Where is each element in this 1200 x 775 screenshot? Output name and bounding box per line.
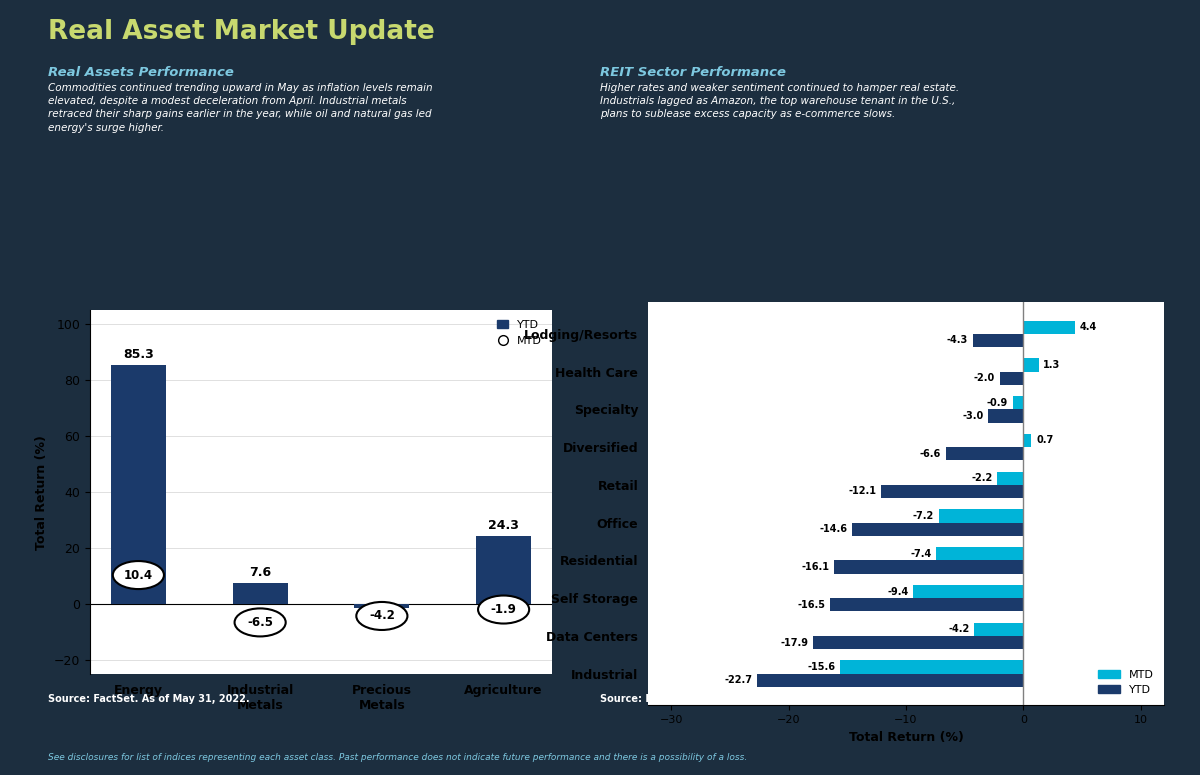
Text: 85.3: 85.3 xyxy=(124,348,154,361)
Text: -22.7: -22.7 xyxy=(725,675,752,685)
Legend: YTD, MTD: YTD, MTD xyxy=(493,315,546,350)
Text: 24.3: 24.3 xyxy=(488,519,520,532)
Text: -4.2: -4.2 xyxy=(948,625,970,634)
Text: -16.5: -16.5 xyxy=(797,600,826,610)
Bar xyxy=(852,522,1024,536)
Bar xyxy=(946,447,1024,460)
Text: -2.0: -2.0 xyxy=(974,374,995,383)
Bar xyxy=(1024,434,1032,447)
Text: -7.4: -7.4 xyxy=(911,549,931,559)
Text: -15.6: -15.6 xyxy=(808,662,835,672)
Bar xyxy=(997,472,1024,485)
Bar xyxy=(112,365,166,604)
Bar xyxy=(974,623,1024,636)
Text: -4.2: -4.2 xyxy=(368,609,395,622)
Ellipse shape xyxy=(478,595,529,624)
Text: 1.3: 1.3 xyxy=(1043,360,1061,370)
Text: 0.7: 0.7 xyxy=(1036,436,1054,446)
Text: -9.4: -9.4 xyxy=(887,587,908,597)
Text: -14.6: -14.6 xyxy=(820,524,847,534)
Text: -6.6: -6.6 xyxy=(920,449,941,459)
Legend: MTD, YTD: MTD, YTD xyxy=(1093,665,1158,700)
Text: 4.4: 4.4 xyxy=(1080,322,1097,332)
Bar xyxy=(1000,371,1024,384)
Text: -1.9: -1.9 xyxy=(491,603,516,616)
Bar xyxy=(834,560,1024,574)
Bar xyxy=(829,598,1024,611)
Text: -4.3: -4.3 xyxy=(947,336,968,346)
Bar xyxy=(913,585,1024,598)
Bar xyxy=(1024,358,1038,371)
Text: Higher rates and weaker sentiment continued to hamper real estate.
Industrials l: Higher rates and weaker sentiment contin… xyxy=(600,83,959,119)
Bar xyxy=(840,660,1024,673)
Text: 7.6: 7.6 xyxy=(250,566,271,579)
Text: Source: FactSet. As of May 31, 2022.: Source: FactSet. As of May 31, 2022. xyxy=(48,694,250,704)
Text: -1.3: -1.3 xyxy=(368,612,396,625)
Bar xyxy=(988,409,1024,422)
Bar xyxy=(233,583,288,604)
Text: Real Assets Performance: Real Assets Performance xyxy=(48,66,234,79)
X-axis label: Total Return (%): Total Return (%) xyxy=(848,731,964,743)
Text: See disclosures for list of indices representing each asset class. Past performa: See disclosures for list of indices repr… xyxy=(48,753,748,763)
Text: 10.4: 10.4 xyxy=(124,569,152,581)
Ellipse shape xyxy=(234,608,286,636)
Text: -12.1: -12.1 xyxy=(848,487,877,497)
Ellipse shape xyxy=(113,561,164,589)
Bar xyxy=(936,547,1024,560)
Text: -17.9: -17.9 xyxy=(781,638,809,648)
Y-axis label: Total Return (%): Total Return (%) xyxy=(35,435,48,549)
Ellipse shape xyxy=(356,602,408,630)
Text: Commodities continued trending upward in May as inflation levels remain
elevated: Commodities continued trending upward in… xyxy=(48,83,433,133)
Bar xyxy=(354,604,409,608)
Bar xyxy=(973,334,1024,347)
Bar xyxy=(881,485,1024,498)
Text: -6.5: -6.5 xyxy=(247,616,274,629)
Text: -16.1: -16.1 xyxy=(802,562,829,572)
Text: Source: FactSet. As of May 31, 2022.: Source: FactSet. As of May 31, 2022. xyxy=(600,694,802,704)
Bar xyxy=(814,636,1024,649)
Bar xyxy=(476,536,532,604)
Text: -3.0: -3.0 xyxy=(962,411,984,421)
Bar xyxy=(1013,396,1024,409)
Text: -2.2: -2.2 xyxy=(972,474,992,484)
Text: REIT Sector Performance: REIT Sector Performance xyxy=(600,66,786,79)
Bar xyxy=(757,673,1024,687)
Text: -7.2: -7.2 xyxy=(913,511,934,521)
Text: -0.9: -0.9 xyxy=(986,398,1008,408)
Bar xyxy=(1024,321,1075,334)
Text: Real Asset Market Update: Real Asset Market Update xyxy=(48,19,434,46)
Bar xyxy=(938,509,1024,522)
